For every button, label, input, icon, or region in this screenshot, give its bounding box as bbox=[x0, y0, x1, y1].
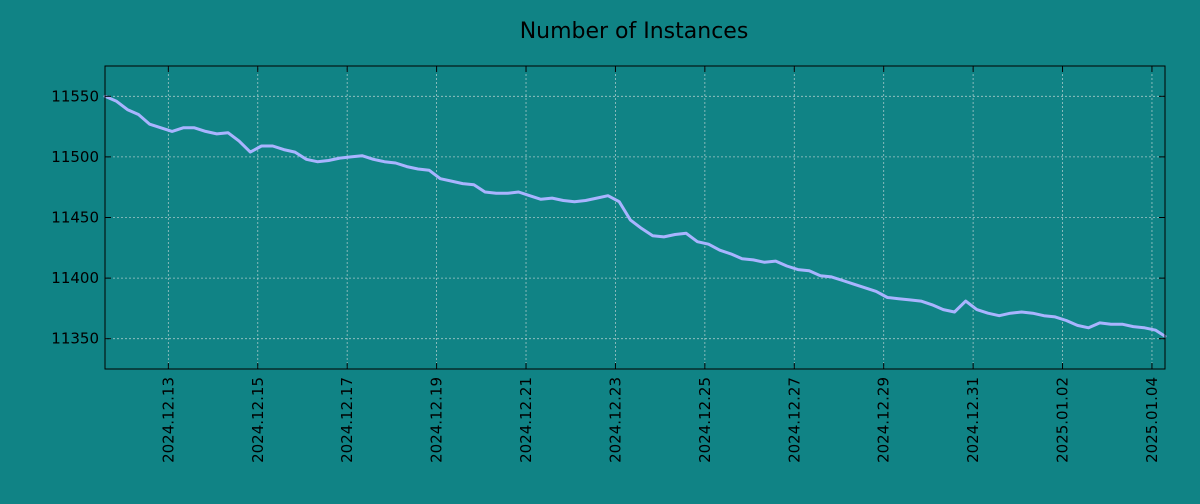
x-tick-label: 2025.01.02 bbox=[1054, 377, 1072, 463]
x-tick-label: 2024.12.13 bbox=[159, 377, 177, 463]
x-tick-label: 2024.12.15 bbox=[249, 377, 267, 463]
x-tick-label: 2024.12.29 bbox=[875, 377, 893, 463]
grid bbox=[105, 66, 1165, 369]
y-tick-label: 11450 bbox=[51, 209, 99, 227]
x-tick-label: 2024.12.17 bbox=[338, 377, 356, 463]
x-tick-label: 2024.12.25 bbox=[696, 377, 714, 463]
x-tick-label: 2025.01.04 bbox=[1143, 377, 1161, 463]
y-tick-label: 11500 bbox=[51, 148, 99, 166]
y-tick-label: 11550 bbox=[51, 87, 99, 105]
chart-title: Number of Instances bbox=[520, 19, 749, 44]
x-tick-label: 2024.12.19 bbox=[428, 377, 446, 463]
y-tick-label: 11350 bbox=[51, 330, 99, 348]
x-tick-label: 2024.12.31 bbox=[964, 377, 982, 463]
x-tick-label: 2024.12.27 bbox=[785, 377, 803, 463]
series-line-instances bbox=[103, 94, 1167, 338]
x-tick-label: 2024.12.23 bbox=[606, 377, 624, 463]
axes: 11350 11400 11450 11500 11550 2024.12.13 2024.… bbox=[51, 66, 1165, 463]
series-layer bbox=[103, 94, 1167, 338]
x-tick-label: 2024.12.21 bbox=[517, 377, 535, 463]
y-tick-label: 11400 bbox=[51, 269, 99, 287]
